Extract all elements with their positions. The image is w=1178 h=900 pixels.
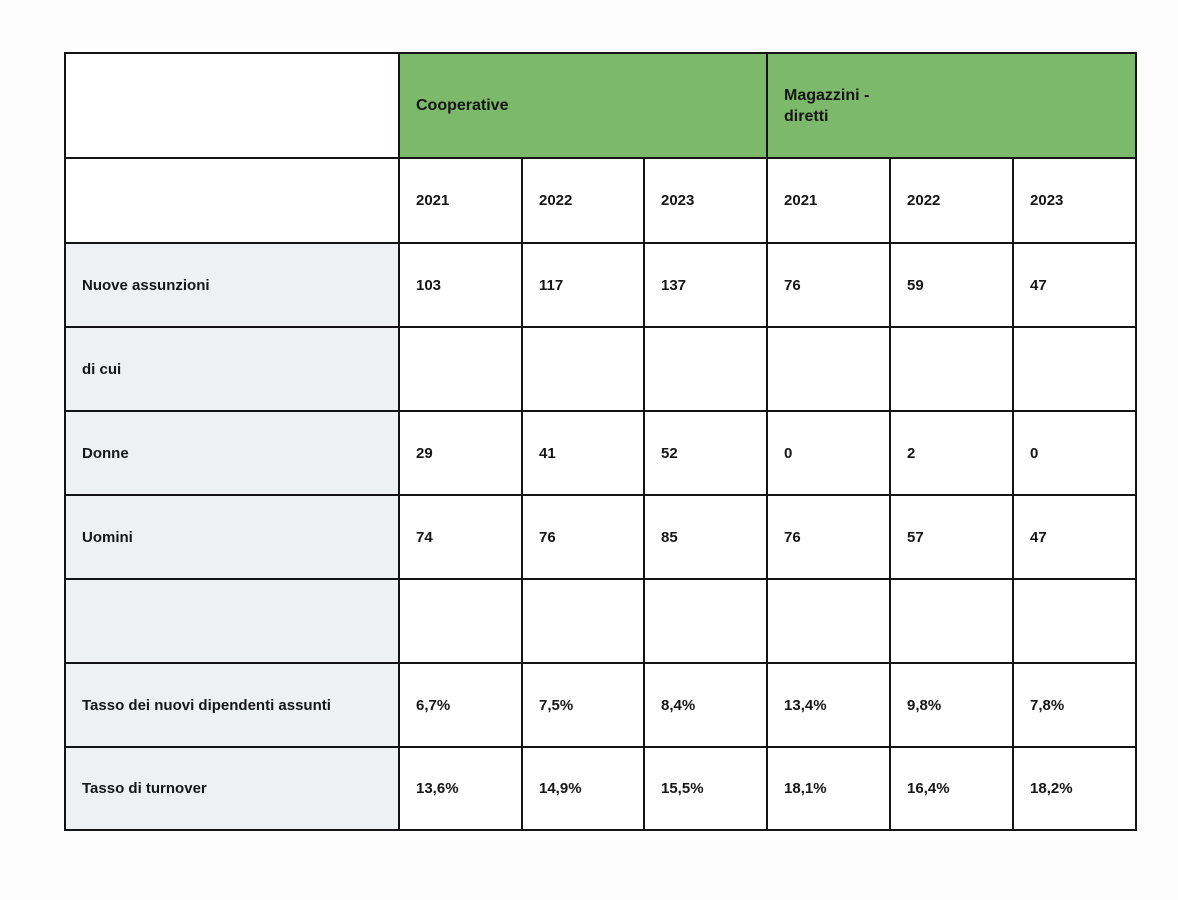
table-row-di-cui: di cui <box>64 326 1138 412</box>
group-header-cooperative: Cooperative <box>397 52 769 159</box>
row-label: Tasso dei nuovi dipendenti assunti <box>64 662 400 748</box>
data-cell: 59 <box>889 242 1015 328</box>
row-label: Uomini <box>64 494 400 580</box>
corner-cell <box>64 52 400 159</box>
data-cell: 7,5% <box>521 662 645 748</box>
year-row-spacer <box>64 157 400 244</box>
hiring-data-table: Cooperative Magazzini - diretti 2021 202… <box>64 52 1138 831</box>
data-cell <box>766 578 892 664</box>
data-cell <box>766 326 892 412</box>
data-cell: 18,1% <box>766 746 892 831</box>
data-cell: 8,4% <box>642 662 769 748</box>
data-cell <box>1012 578 1138 664</box>
data-cell: 76 <box>766 242 892 328</box>
data-cell: 103 <box>398 242 523 328</box>
data-cell: 9,8% <box>889 662 1015 748</box>
row-label: Nuove assunzioni <box>64 242 400 328</box>
data-cell <box>398 326 523 412</box>
data-cell <box>889 326 1015 412</box>
year-header-coop-2021: 2021 <box>398 157 523 244</box>
table-row-nuove-assunzioni: Nuove assunzioni 103 117 137 76 59 47 <box>64 242 1138 328</box>
data-cell: 6,7% <box>398 662 523 748</box>
table-row-donne: Donne 29 41 52 0 2 0 <box>64 410 1138 496</box>
data-cell <box>398 578 523 664</box>
year-header-mag-2022: 2022 <box>889 157 1015 244</box>
data-cell: 47 <box>1012 242 1138 328</box>
group-header-cooperative-label: Cooperative <box>416 96 509 114</box>
data-cell: 0 <box>1012 410 1138 496</box>
group-header-row: Cooperative Magazzini - diretti <box>64 52 1138 159</box>
data-cell: 85 <box>642 494 769 580</box>
row-label: Donne <box>64 410 400 496</box>
group-header-magazzini-line1: Magazzini - <box>784 86 870 104</box>
data-cell: 117 <box>521 242 645 328</box>
data-cell: 47 <box>1012 494 1138 580</box>
data-cell: 74 <box>398 494 523 580</box>
data-cell: 137 <box>642 242 769 328</box>
row-label: di cui <box>64 326 400 412</box>
data-cell: 13,4% <box>766 662 892 748</box>
table-row-tasso-nuovi-assunti: Tasso dei nuovi dipendenti assunti 6,7% … <box>64 662 1138 748</box>
data-cell: 76 <box>521 494 645 580</box>
table-row-uomini: Uomini 74 76 85 76 57 47 <box>64 494 1138 580</box>
data-cell: 16,4% <box>889 746 1015 831</box>
table-container: Cooperative Magazzini - diretti 2021 202… <box>64 52 1138 831</box>
year-header-row: 2021 2022 2023 2021 2022 2023 <box>64 157 1138 244</box>
row-label: Tasso di turnover <box>64 746 400 831</box>
data-cell <box>642 326 769 412</box>
row-label <box>64 578 400 664</box>
group-header-magazzini-line2: diretti <box>784 107 829 125</box>
year-header-coop-2023: 2023 <box>642 157 769 244</box>
data-cell <box>642 578 769 664</box>
table-row-tasso-turnover: Tasso di turnover 13,6% 14,9% 15,5% 18,1… <box>64 746 1138 831</box>
data-cell <box>521 578 645 664</box>
year-header-mag-2023: 2023 <box>1012 157 1138 244</box>
data-cell: 18,2% <box>1012 746 1138 831</box>
data-cell: 7,8% <box>1012 662 1138 748</box>
data-cell <box>521 326 645 412</box>
group-header-magazzini: Magazzini - diretti <box>766 52 1138 159</box>
data-cell: 14,9% <box>521 746 645 831</box>
data-cell: 0 <box>766 410 892 496</box>
data-cell: 57 <box>889 494 1015 580</box>
data-cell: 41 <box>521 410 645 496</box>
data-cell: 76 <box>766 494 892 580</box>
data-cell: 52 <box>642 410 769 496</box>
data-cell: 2 <box>889 410 1015 496</box>
year-header-coop-2022: 2022 <box>521 157 645 244</box>
table-row-empty <box>64 578 1138 664</box>
data-cell <box>889 578 1015 664</box>
year-header-mag-2021: 2021 <box>766 157 892 244</box>
data-cell: 15,5% <box>642 746 769 831</box>
data-cell: 13,6% <box>398 746 523 831</box>
data-cell: 29 <box>398 410 523 496</box>
data-cell <box>1012 326 1138 412</box>
